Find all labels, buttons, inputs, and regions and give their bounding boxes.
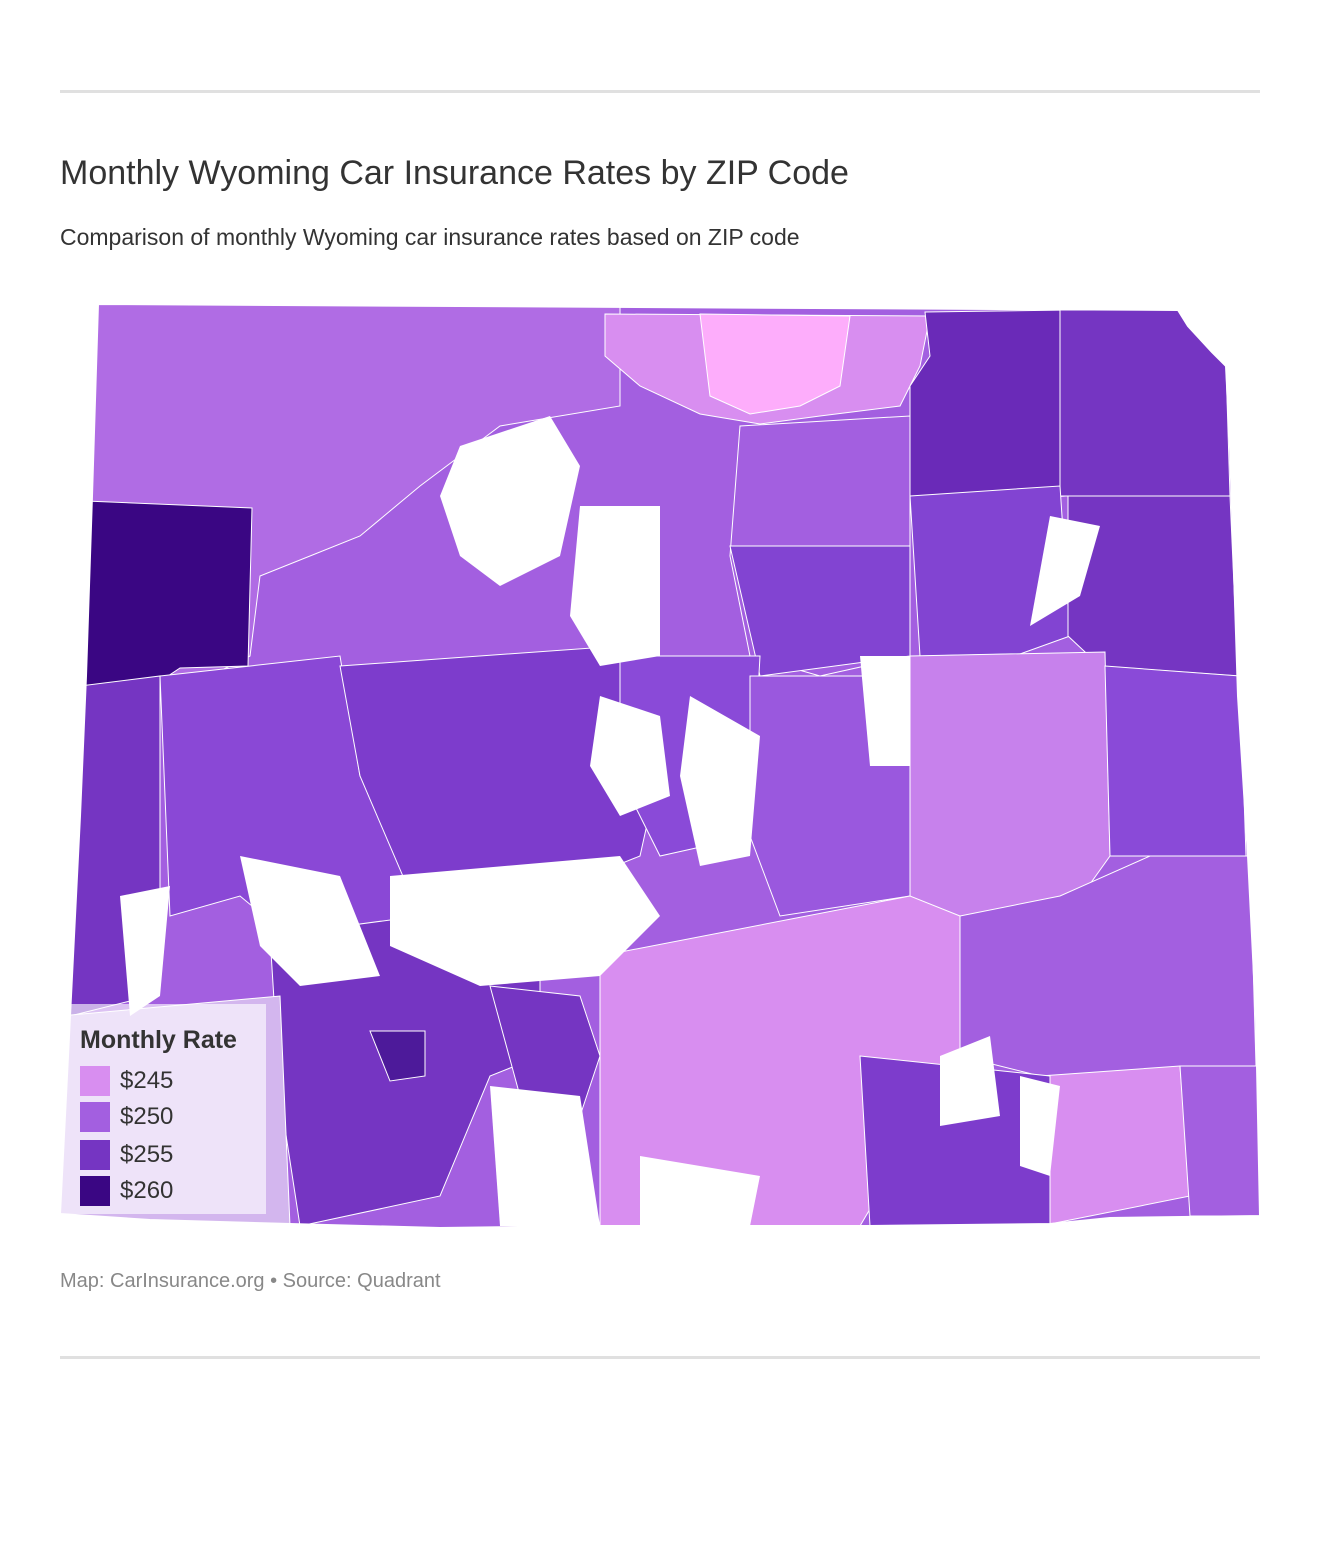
no-data-south-desert [490,1086,600,1226]
legend-item-255: $255 [80,1140,173,1170]
legend-label-250: $250 [120,1103,174,1130]
zip-region-sheridan [699,313,851,415]
legend-item-250: $250 [80,1102,173,1132]
bottom-divider [60,1356,1260,1359]
no-data-carbon-south [640,1156,760,1226]
zip-region-weston [1067,495,1239,677]
legend-label-260: $260 [120,1177,174,1204]
legend-swatch-245 [80,1066,110,1096]
no-data-natrona-gap [680,696,760,866]
chart-subtitle: Comparison of monthly Wyoming car insura… [60,224,800,250]
zip-region-wamsutter [489,985,601,1117]
legend-swatch-260 [80,1176,110,1206]
map-svg [60,302,1260,1230]
no-data-red-desert [390,856,660,986]
no-data-washakie [570,506,660,666]
wyoming-zip-map [60,296,1260,1230]
zip-region-laramie [1039,1065,1191,1225]
no-data-sublette-south [240,856,380,986]
legend-label-255: $255 [120,1141,174,1168]
legend-swatch-255 [80,1140,110,1170]
state-outline [60,302,1260,1230]
legend-title: Monthly Rate [80,1026,237,1054]
no-data-lincoln-gap [120,886,170,1016]
no-data-bighorn-basin [440,416,580,586]
no-data-casper-east [860,656,910,766]
no-data-wright [1030,516,1100,626]
no-data-central [590,696,670,816]
legend-swatch-250 [80,1102,110,1132]
no-data-cheyenne-west [1020,1076,1060,1176]
zip-region-crook [1059,309,1231,497]
zip-region-teton [79,500,253,689]
source-caption: Map: CarInsurance.org • Source: Quadrant [60,1270,441,1292]
legend-item-245: $245 [80,1066,173,1096]
zip-region-rock-springs [369,1030,426,1082]
top-divider [60,90,1260,93]
zip-region-laramie-east [1179,1065,1260,1217]
legend: Monthly Rate $245 $250 $255 $260 [60,1004,266,1214]
zip-regions [60,304,1260,1228]
legend-label-245: $245 [120,1067,174,1094]
legend-item-260: $260 [80,1176,173,1206]
chart-title: Monthly Wyoming Car Insurance Rates by Z… [60,154,849,192]
no-data-laramie-gap [940,1036,1000,1126]
zip-region-converse-north [909,485,1071,657]
zip-region-niobrara [1104,665,1247,857]
